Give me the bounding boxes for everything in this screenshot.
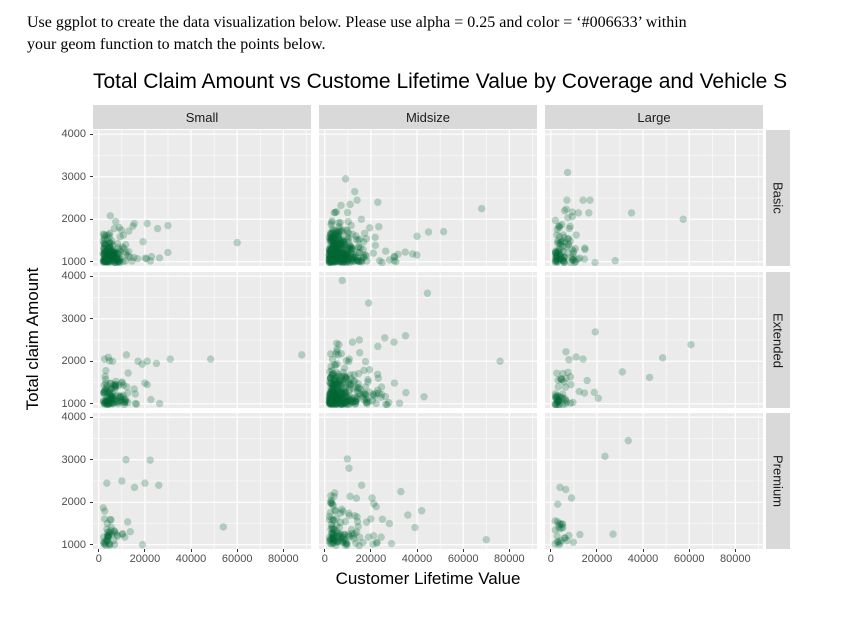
facet-strip-large: Large [545,105,763,129]
x-tick-label: 0 [321,553,328,565]
x-tick-label: 20000 [581,553,613,565]
y-tick-label: 2000 [61,213,86,226]
x-tick-mark [98,549,100,552]
facet-panel-premium-small [93,413,311,549]
instruction-text: Use ggplot to create the data visualizat… [27,12,837,56]
facet-strip-label: Basic [770,182,786,214]
x-tick-label: 80000 [494,553,525,565]
facet-strip-midsize: Midsize [319,105,537,129]
x-tick-mark [324,549,326,552]
y-tick-mark [90,459,93,461]
x-tick-mark [236,549,238,552]
facet-strip-premium: Premium [766,413,790,549]
x-tick-mark [596,549,598,552]
x-tick-label: 40000 [175,553,207,565]
x-tick-label: 40000 [401,553,433,565]
y-tick-label: 2000 [61,355,86,368]
facet-strip-label: Premium [770,454,786,507]
facet-strip-extended: Extended [766,272,790,408]
x-tick-mark [462,549,464,552]
facet-panel-extended-large [545,272,763,408]
x-tick-mark [370,549,372,552]
x-tick-mark [190,549,192,552]
chart-title: Total Claim Amount vs Custome Lifetime V… [93,70,788,93]
facet-strip-label: Extended [770,312,786,368]
instruction-line-1: Use ggplot to create the data visualizat… [27,14,687,31]
x-axis-title: Customer Lifetime Value [335,569,521,588]
x-tick-label: 0 [95,553,102,565]
y-tick-mark [90,318,93,320]
y-tick-mark [90,261,93,263]
y-axis-title: Total claim Amount [23,267,42,411]
y-tick-label: 4000 [61,411,86,424]
x-tick-label: 40000 [627,553,659,565]
x-tick-label: 0 [547,553,554,565]
y-tick-label: 1000 [61,255,86,268]
y-tick-mark [90,176,93,178]
x-tick-label: 60000 [673,553,705,565]
x-tick-label: 20000 [355,553,387,565]
facet-panel-basic-small [93,130,311,266]
y-tick-mark [90,544,93,546]
facet-panel-basic-large [545,130,763,266]
x-tick-mark [282,549,284,552]
y-tick-label: 3000 [61,170,86,183]
x-tick-label: 60000 [221,553,253,565]
facet-strip-label: Large [637,109,671,125]
y-tick-label: 1000 [61,397,86,410]
y-tick-label: 3000 [61,312,86,325]
y-tick-mark [90,360,93,362]
facet-panel-extended-small [93,272,311,408]
facet-panel-basic-midsize [319,130,537,266]
instruction-line-2: your geom function to match the points b… [27,36,326,53]
x-tick-mark [642,549,644,552]
x-tick-mark [144,549,146,552]
x-tick-mark [416,549,418,552]
x-tick-mark [550,549,552,552]
x-tick-mark [688,549,690,552]
x-tick-label: 60000 [447,553,479,565]
y-tick-mark [90,403,93,405]
facet-panel-premium-midsize [319,413,537,549]
y-tick-mark [90,218,93,220]
y-tick-label: 2000 [61,496,86,509]
x-tick-label: 80000 [268,553,299,565]
x-tick-label: 20000 [129,553,161,565]
facet-panel-premium-large [545,413,763,549]
y-tick-mark [90,275,93,277]
facet-strip-small: Small [93,105,311,129]
y-tick-mark [90,501,93,503]
x-tick-label: 80000 [720,553,751,565]
facet-panel-extended-midsize [319,272,537,408]
y-tick-mark [90,416,93,418]
x-tick-mark [508,549,510,552]
y-tick-label: 4000 [61,270,86,283]
facet-strip-label: Midsize [405,109,451,125]
facet-strip-basic: Basic [766,130,790,266]
y-tick-label: 3000 [61,453,86,466]
y-tick-label: 1000 [61,538,86,551]
x-tick-mark [734,549,736,552]
y-tick-label: 4000 [61,128,86,141]
facet-strip-label: Small [185,109,219,125]
y-tick-mark [90,133,93,135]
